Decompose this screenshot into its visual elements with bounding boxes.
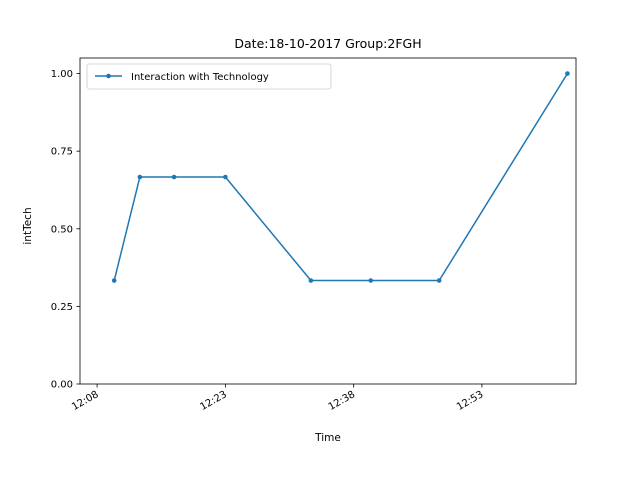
y-tick-label-5: 1.00 — [51, 69, 73, 80]
data-point-4 — [223, 174, 228, 180]
data-point-6 — [368, 278, 374, 283]
y-axis-label: intTech — [22, 207, 34, 244]
x-tick-label-4: 12:53 — [455, 389, 485, 413]
data-point-1 — [111, 278, 117, 283]
axes-frame — [79, 57, 577, 385]
y-tick-label-2: 0.25 — [51, 302, 73, 313]
data-point-3 — [171, 174, 177, 180]
data-point-2 — [137, 174, 143, 180]
data-point-7 — [436, 278, 442, 283]
series-line — [113, 73, 569, 282]
x-axis-label: Time — [314, 432, 341, 444]
x-tick-label-1: 12:08 — [70, 389, 100, 413]
x-tick-label-3: 12:38 — [327, 389, 357, 413]
x-tick-label-2: 12:23 — [198, 389, 228, 413]
legend: Interaction with Technology — [86, 63, 332, 90]
data-point-5 — [308, 278, 314, 283]
legend-box — [86, 63, 332, 90]
legend-entry-label: Interaction with Technology — [131, 72, 269, 83]
y-tick-label-4: 0.75 — [51, 147, 73, 158]
legend-marker-swatch — [106, 73, 111, 79]
chart-title: Date:18-10-2017 Group:2FGH — [234, 36, 421, 51]
plot-area: 0.00 0.25 0.50 0.75 1.00 12:08 12:23 12:38 12:53 — [51, 57, 577, 413]
data-point-8 — [565, 71, 570, 76]
y-tick-label-3: 0.50 — [51, 224, 73, 235]
y-tick-label-1: 0.00 — [51, 380, 73, 391]
